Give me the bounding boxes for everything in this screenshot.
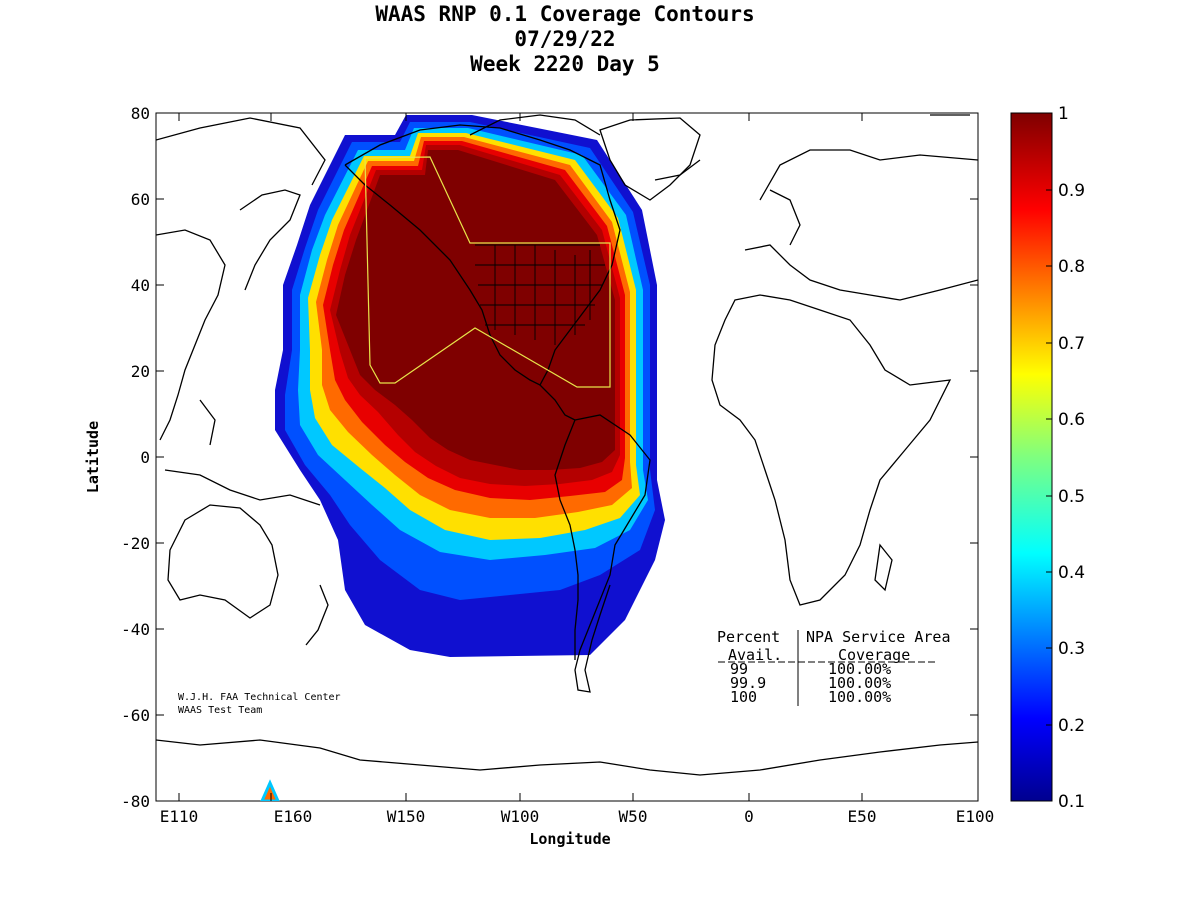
- colorbar-tick-label: 0.6: [1058, 410, 1085, 430]
- x-tick-label: 0: [744, 807, 754, 826]
- x-tick-label: E100: [956, 807, 995, 826]
- y-tick-label: 20: [131, 362, 150, 381]
- table-row-avail: 99.9: [730, 674, 766, 692]
- state-boundaries: [475, 244, 605, 345]
- y-tick-label: 60: [131, 190, 150, 209]
- contour-antarctic-spot: [260, 779, 280, 801]
- x-tick-label: W100: [501, 807, 540, 826]
- colorbar-tick-label: 0.9: [1058, 181, 1085, 201]
- colorbar-tick-label: 0.8: [1058, 257, 1085, 277]
- table-row-avail: 100: [730, 688, 757, 706]
- x-tick-label: E160: [274, 807, 313, 826]
- x-tick-label: W150: [387, 807, 426, 826]
- y-tick-label: 40: [131, 276, 150, 295]
- credit-line-1: W.J.H. FAA Technical Center: [178, 692, 341, 703]
- x-tick-label: W50: [619, 807, 648, 826]
- coverage-contours: [275, 115, 665, 657]
- y-tick-label: -40: [121, 620, 150, 639]
- y-tick-label: -80: [121, 792, 150, 811]
- colorbar-tick-label: 0.1: [1058, 792, 1085, 812]
- credit-line-2: WAAS Test Team: [178, 705, 262, 716]
- table-row-coverage: 100.00%: [828, 688, 891, 706]
- table-row-avail: 99: [730, 660, 748, 678]
- x-axis-label: Longitude: [529, 830, 610, 848]
- y-tick-label: -60: [121, 706, 150, 725]
- colorbar-tick-label: 0.3: [1058, 639, 1085, 659]
- colorbar-tick-label: 1: [1058, 104, 1069, 124]
- y-tick-label: 0: [140, 448, 150, 467]
- coverage-table: Percent NPA Service Area Avail. Coverage…: [717, 628, 951, 706]
- axis-ticks: [156, 112, 978, 802]
- table-row-coverage: 100.00%: [828, 674, 891, 692]
- x-tick-label: E110: [160, 807, 199, 826]
- colorbar: 1 0.9 0.8 0.7 0.6 0.5 0.4 0.3 0.2 0.1: [1010, 104, 1085, 812]
- table-header-percent: Percent: [717, 628, 780, 646]
- y-tick-label: 80: [131, 104, 150, 123]
- colorbar-tick-label: 0.7: [1058, 334, 1085, 354]
- coastlines: [156, 114, 978, 776]
- chart-week-day: Week 2220 Day 5: [470, 52, 660, 76]
- colorbar-gradient: [1010, 112, 1053, 802]
- chart-date: 07/29/22: [514, 27, 616, 51]
- chart-title: WAAS RNP 0.1 Coverage Contours: [375, 2, 755, 26]
- colorbar-tick-label: 0.2: [1058, 716, 1085, 736]
- npa-service-area-outline: [364, 156, 611, 388]
- table-header-coverage: Coverage: [838, 646, 910, 664]
- table-header-npa: NPA Service Area: [806, 628, 951, 646]
- table-header-avail: Avail.: [728, 646, 782, 664]
- x-tick-label: E50: [848, 807, 877, 826]
- colorbar-tick-label: 0.5: [1058, 487, 1085, 507]
- table-row-coverage: 100.00%: [828, 660, 891, 678]
- y-tick-label: -20: [121, 534, 150, 553]
- colorbar-tick-label: 0.4: [1058, 563, 1085, 583]
- y-axis-label: Latitude: [84, 421, 102, 493]
